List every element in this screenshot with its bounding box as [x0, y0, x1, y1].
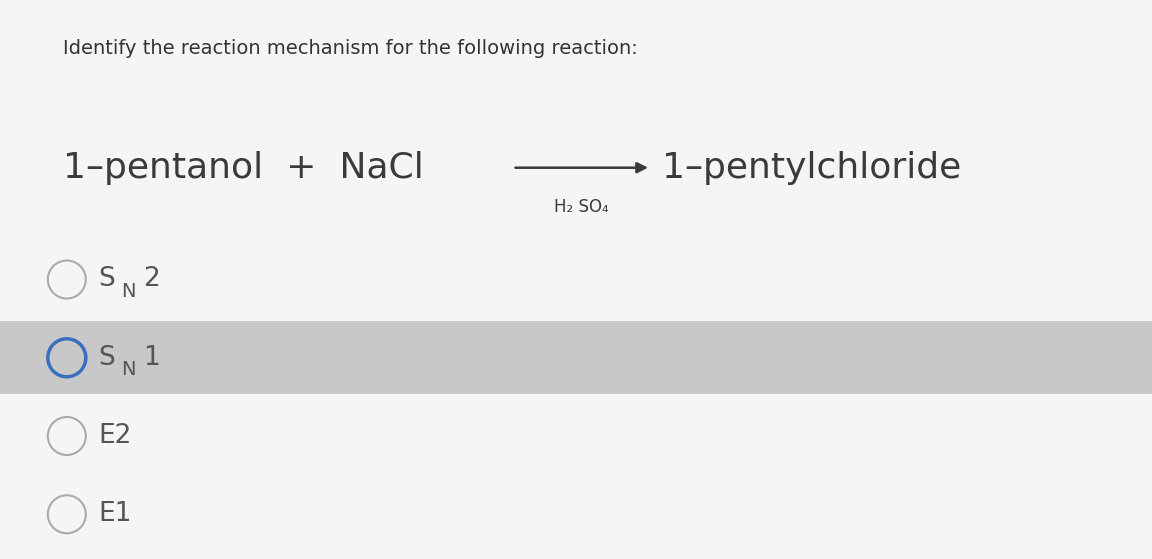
- Text: E2: E2: [98, 423, 131, 449]
- Text: E1: E1: [98, 501, 131, 527]
- Text: S: S: [98, 267, 115, 292]
- Text: N: N: [121, 282, 136, 301]
- Text: 1–pentanol  +  NaCl: 1–pentanol + NaCl: [63, 151, 424, 184]
- Text: 2: 2: [143, 267, 160, 292]
- Text: 1–pentylchloride: 1–pentylchloride: [662, 151, 962, 184]
- Text: H₂ SO₄: H₂ SO₄: [554, 198, 609, 216]
- Text: S: S: [98, 345, 115, 371]
- Bar: [0, 321, 1152, 394]
- Text: 1: 1: [143, 345, 160, 371]
- Text: N: N: [121, 360, 136, 379]
- Text: Identify the reaction mechanism for the following reaction:: Identify the reaction mechanism for the …: [63, 39, 638, 58]
